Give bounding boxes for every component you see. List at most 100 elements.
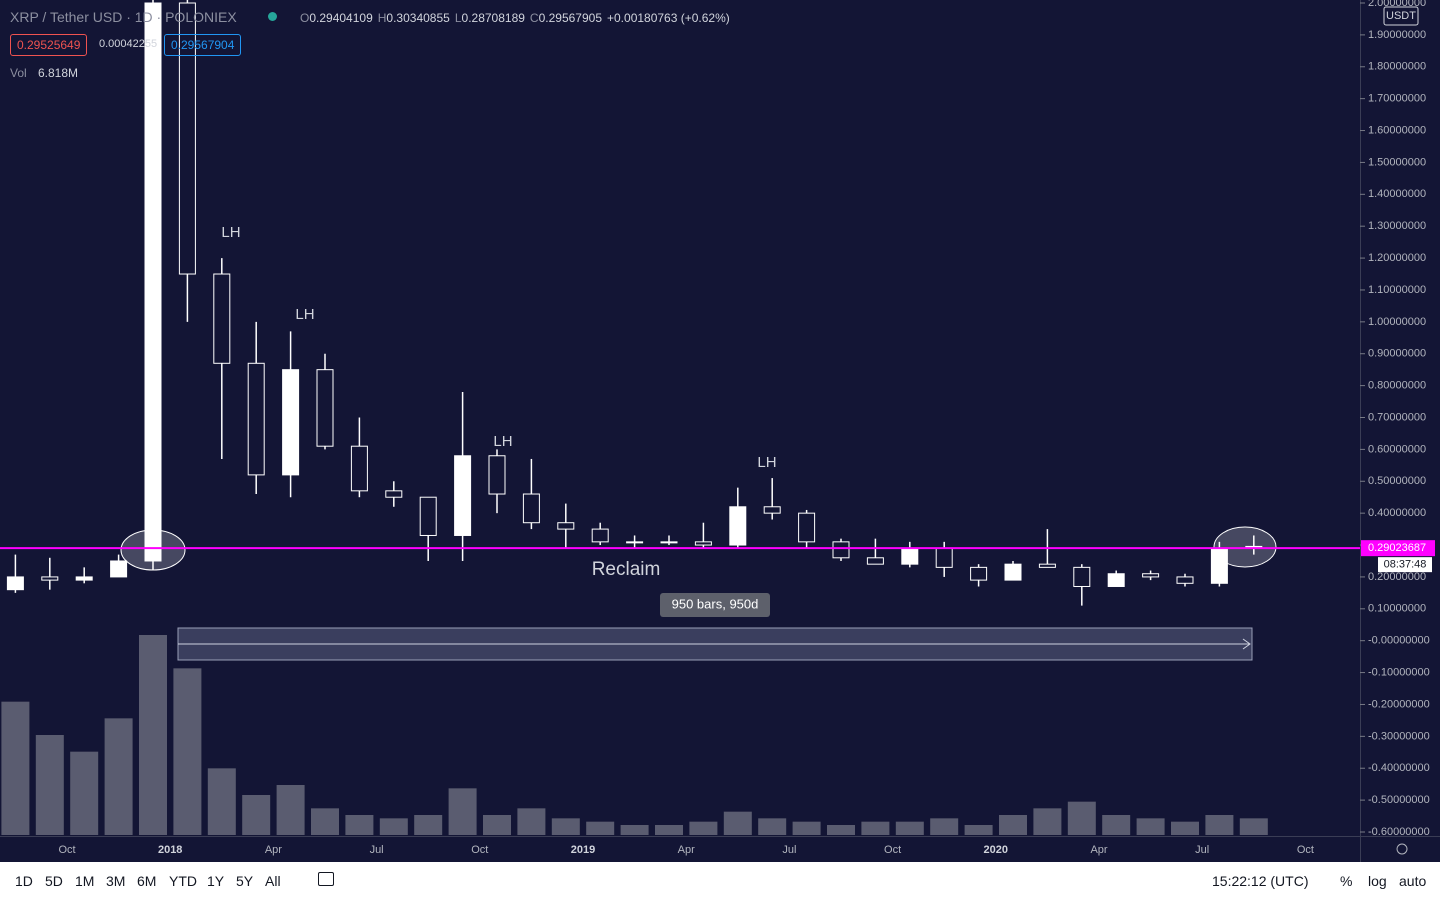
range-button[interactable]: 6M: [137, 873, 157, 889]
range-button[interactable]: 1D: [15, 873, 33, 889]
countdown-bg: [1378, 557, 1432, 573]
y-tick-label: 1.00000000: [1368, 316, 1426, 328]
candle-body: [350, 445, 368, 492]
candle-body: [901, 547, 919, 565]
y-tick-label: 1.70000000: [1368, 93, 1426, 105]
candle-body: [1004, 563, 1022, 581]
volume-label: Vol: [10, 66, 27, 80]
x-tick-label: Jul: [1195, 844, 1209, 856]
y-tick-label: 0.90000000: [1368, 348, 1426, 360]
candle-body: [454, 455, 472, 536]
volume-bar: [551, 818, 580, 835]
volume-bar: [448, 788, 477, 835]
volume-bar: [35, 735, 64, 835]
x-tick-label: Oct: [471, 844, 488, 856]
y-tick-label: 0.20000000: [1368, 571, 1426, 583]
y-tick-label: 1.30000000: [1368, 220, 1426, 232]
candle-body: [626, 541, 644, 544]
candle-body: [6, 576, 24, 591]
x-tick-label: Apr: [1090, 844, 1107, 856]
volume-bar: [758, 818, 787, 835]
range-button[interactable]: 1M: [75, 873, 95, 889]
volume-bar: [1239, 818, 1268, 835]
ohlc-key: C: [529, 11, 539, 25]
option-button[interactable]: auto: [1399, 873, 1427, 889]
candle-body: [144, 2, 162, 562]
toolbar: 15:22:12 (UTC) 1D 5D 1M 3M 6M YTD 1Y 5Y All% log a…: [0, 862, 1440, 900]
candle-body: [1038, 563, 1056, 568]
range-button[interactable]: 3M: [106, 873, 126, 889]
ask: 0.29567904: [164, 34, 242, 56]
candle-body: [970, 566, 988, 581]
volume-value: 6.818M: [38, 66, 79, 80]
y-tick-label: -0.30000000: [1368, 730, 1430, 742]
highlight-ellipse: [120, 529, 186, 571]
volume-bar: [964, 825, 993, 835]
x-tick-label: 2018: [158, 844, 182, 856]
volume-bar: [861, 821, 890, 835]
volume-bar: [414, 815, 443, 835]
y-tick-label: 1.90000000: [1368, 29, 1426, 41]
settings-icon[interactable]: [1396, 843, 1408, 855]
ohlc-key: O: [300, 11, 310, 25]
annotation: LH: [221, 224, 240, 241]
candle-body: [1142, 573, 1160, 578]
candle-body: [694, 541, 712, 546]
ohlc-value: 0.30340855: [386, 11, 450, 25]
measure-label-bg: [660, 593, 770, 617]
x-tick-label: 2019: [571, 844, 595, 856]
highlight-ellipse: [1213, 526, 1277, 568]
volume-bar: [1, 701, 30, 835]
volume-bar: [586, 821, 615, 835]
candle-body: [75, 576, 93, 581]
volume-bar: [1136, 818, 1165, 835]
price-label-bg: [1361, 540, 1435, 557]
option-button[interactable]: log: [1368, 873, 1387, 889]
candle-body: [591, 528, 609, 543]
candle-body: [660, 541, 678, 544]
x-tick-label: Apr: [265, 844, 282, 856]
volume-bar: [345, 815, 374, 835]
spread: 0.00042255: [99, 38, 158, 50]
volume-bar: [827, 825, 855, 835]
candle-body: [1107, 573, 1125, 587]
y-tick-label: 1.20000000: [1368, 252, 1426, 264]
candle-body: [213, 273, 231, 364]
candle-body: [832, 541, 850, 559]
range-button[interactable]: 5Y: [236, 873, 254, 889]
compare-icon[interactable]: [318, 872, 334, 886]
y-tick-label: 0.40000000: [1368, 507, 1426, 519]
annotation: LH: [493, 433, 512, 450]
candle-body: [866, 557, 884, 565]
x-tick-label: Oct: [58, 844, 75, 856]
y-tick-label: 0.60000000: [1368, 443, 1426, 455]
y-tick-label: 0.80000000: [1368, 380, 1426, 392]
x-tick-label: Oct: [1297, 844, 1314, 856]
range-button[interactable]: 5D: [45, 873, 63, 889]
volume-bar: [1033, 808, 1062, 835]
volume-bar: [139, 635, 167, 835]
candle-body: [798, 512, 816, 543]
x-tick-label: Jul: [782, 844, 796, 856]
range-button[interactable]: YTD: [169, 873, 197, 889]
currency: USDT: [1386, 10, 1416, 22]
option-button[interactable]: %: [1340, 873, 1353, 889]
y-tick-label: -0.40000000: [1368, 762, 1430, 774]
ohlc: O0.29404109 H0.30340855 L0.28708189 C0.2956…: [300, 11, 730, 25]
y-tick-label: 1.10000000: [1368, 284, 1426, 296]
ohlc-key: L: [454, 11, 462, 25]
y-tick-label: 0.70000000: [1368, 411, 1426, 423]
candle-body: [763, 506, 781, 514]
y-tick-label: 0.50000000: [1368, 475, 1426, 487]
candle-body: [41, 576, 59, 581]
measure-label: 950 bars, 950d: [672, 596, 759, 611]
chart-bg: [0, 0, 1440, 862]
candle-body: [729, 506, 747, 546]
volume-bar: [379, 818, 408, 835]
range-button[interactable]: 1Y: [207, 873, 225, 889]
ohlc-value: 0.29404109: [309, 11, 373, 25]
candle-body: [1176, 576, 1194, 584]
x-tick-label: 2020: [984, 844, 1008, 856]
volume-bar: [689, 821, 718, 835]
range-button[interactable]: All: [265, 873, 281, 889]
